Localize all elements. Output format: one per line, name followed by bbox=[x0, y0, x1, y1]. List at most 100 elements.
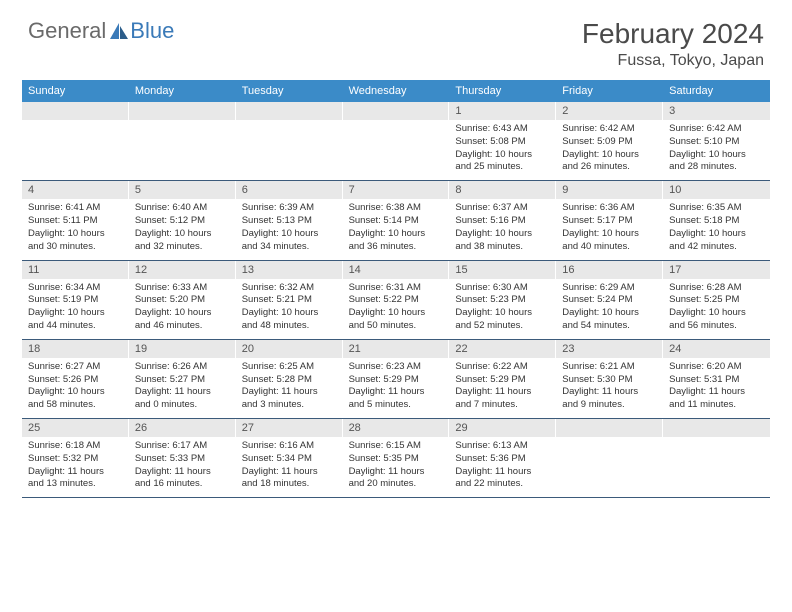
day-number: 2 bbox=[556, 102, 663, 120]
sunset-text: Sunset: 5:25 PM bbox=[669, 294, 764, 307]
day-cell: Sunrise: 6:16 AMSunset: 5:34 PMDaylight:… bbox=[236, 437, 343, 497]
day-cell: Sunrise: 6:36 AMSunset: 5:17 PMDaylight:… bbox=[556, 199, 663, 259]
sunset-text: Sunset: 5:30 PM bbox=[562, 374, 657, 387]
sunset-text: Sunset: 5:28 PM bbox=[242, 374, 337, 387]
day-of-week-header: Tuesday bbox=[236, 80, 343, 102]
logo-text-general: General bbox=[28, 18, 106, 44]
day-cell: Sunrise: 6:26 AMSunset: 5:27 PMDaylight:… bbox=[129, 358, 236, 418]
sunset-text: Sunset: 5:29 PM bbox=[455, 374, 550, 387]
daylight-line1: Daylight: 10 hours bbox=[669, 228, 764, 241]
day-cell bbox=[343, 120, 450, 180]
sunrise-text: Sunrise: 6:37 AM bbox=[455, 202, 550, 215]
day-cell: Sunrise: 6:13 AMSunset: 5:36 PMDaylight:… bbox=[449, 437, 556, 497]
sunrise-text: Sunrise: 6:27 AM bbox=[28, 361, 123, 374]
sunset-text: Sunset: 5:19 PM bbox=[28, 294, 123, 307]
day-number: 4 bbox=[22, 181, 129, 199]
weeks-container: 123Sunrise: 6:43 AMSunset: 5:08 PMDaylig… bbox=[22, 102, 770, 498]
day-number: 16 bbox=[556, 261, 663, 279]
sunrise-text: Sunrise: 6:33 AM bbox=[135, 282, 230, 295]
daylight-line2: and 46 minutes. bbox=[135, 320, 230, 333]
day-cell: Sunrise: 6:42 AMSunset: 5:09 PMDaylight:… bbox=[556, 120, 663, 180]
daylight-line1: Daylight: 10 hours bbox=[28, 228, 123, 241]
location: Fussa, Tokyo, Japan bbox=[582, 52, 764, 70]
day-of-week-header: Wednesday bbox=[343, 80, 450, 102]
day-cell bbox=[663, 437, 770, 497]
sunrise-text: Sunrise: 6:28 AM bbox=[669, 282, 764, 295]
day-cell: Sunrise: 6:27 AMSunset: 5:26 PMDaylight:… bbox=[22, 358, 129, 418]
day-number: 12 bbox=[129, 261, 236, 279]
daylight-line2: and 36 minutes. bbox=[349, 241, 444, 254]
sunset-text: Sunset: 5:21 PM bbox=[242, 294, 337, 307]
day-number bbox=[22, 102, 129, 120]
sunset-text: Sunset: 5:26 PM bbox=[28, 374, 123, 387]
sail-icon bbox=[108, 21, 130, 41]
day-cell: Sunrise: 6:15 AMSunset: 5:35 PMDaylight:… bbox=[343, 437, 450, 497]
day-number bbox=[129, 102, 236, 120]
day-number: 18 bbox=[22, 340, 129, 358]
day-of-week-row: SundayMondayTuesdayWednesdayThursdayFrid… bbox=[22, 80, 770, 102]
sunset-text: Sunset: 5:22 PM bbox=[349, 294, 444, 307]
sunset-text: Sunset: 5:29 PM bbox=[349, 374, 444, 387]
day-cell: Sunrise: 6:37 AMSunset: 5:16 PMDaylight:… bbox=[449, 199, 556, 259]
daylight-line1: Daylight: 10 hours bbox=[562, 228, 657, 241]
sunset-text: Sunset: 5:32 PM bbox=[28, 453, 123, 466]
sunset-text: Sunset: 5:33 PM bbox=[135, 453, 230, 466]
sunset-text: Sunset: 5:16 PM bbox=[455, 215, 550, 228]
day-cell: Sunrise: 6:41 AMSunset: 5:11 PMDaylight:… bbox=[22, 199, 129, 259]
day-number: 25 bbox=[22, 419, 129, 437]
day-cell bbox=[129, 120, 236, 180]
day-number: 15 bbox=[449, 261, 556, 279]
sunrise-text: Sunrise: 6:29 AM bbox=[562, 282, 657, 295]
day-cell: Sunrise: 6:22 AMSunset: 5:29 PMDaylight:… bbox=[449, 358, 556, 418]
sunrise-text: Sunrise: 6:41 AM bbox=[28, 202, 123, 215]
sunset-text: Sunset: 5:18 PM bbox=[669, 215, 764, 228]
day-cell: Sunrise: 6:30 AMSunset: 5:23 PMDaylight:… bbox=[449, 279, 556, 339]
daylight-line1: Daylight: 11 hours bbox=[455, 386, 550, 399]
daylight-line2: and 26 minutes. bbox=[562, 161, 657, 174]
day-of-week-header: Friday bbox=[556, 80, 663, 102]
sunset-text: Sunset: 5:09 PM bbox=[562, 136, 657, 149]
week-body-row: Sunrise: 6:43 AMSunset: 5:08 PMDaylight:… bbox=[22, 120, 770, 181]
sunrise-text: Sunrise: 6:13 AM bbox=[455, 440, 550, 453]
day-number: 14 bbox=[343, 261, 450, 279]
day-cell bbox=[236, 120, 343, 180]
day-cell bbox=[22, 120, 129, 180]
day-number: 24 bbox=[663, 340, 770, 358]
page-header: General Blue February 2024 Fussa, Tokyo,… bbox=[0, 0, 792, 80]
day-cell: Sunrise: 6:18 AMSunset: 5:32 PMDaylight:… bbox=[22, 437, 129, 497]
day-number: 29 bbox=[449, 419, 556, 437]
day-cell: Sunrise: 6:42 AMSunset: 5:10 PMDaylight:… bbox=[663, 120, 770, 180]
daylight-line2: and 18 minutes. bbox=[242, 478, 337, 491]
day-cell bbox=[556, 437, 663, 497]
daylight-line2: and 52 minutes. bbox=[455, 320, 550, 333]
day-number: 5 bbox=[129, 181, 236, 199]
daylight-line2: and 40 minutes. bbox=[562, 241, 657, 254]
day-number: 7 bbox=[343, 181, 450, 199]
daylight-line2: and 32 minutes. bbox=[135, 241, 230, 254]
sunset-text: Sunset: 5:08 PM bbox=[455, 136, 550, 149]
daylight-line1: Daylight: 10 hours bbox=[349, 307, 444, 320]
day-cell: Sunrise: 6:35 AMSunset: 5:18 PMDaylight:… bbox=[663, 199, 770, 259]
sunset-text: Sunset: 5:31 PM bbox=[669, 374, 764, 387]
daylight-line1: Daylight: 11 hours bbox=[28, 466, 123, 479]
day-of-week-header: Saturday bbox=[663, 80, 770, 102]
daylight-line2: and 20 minutes. bbox=[349, 478, 444, 491]
daylight-line1: Daylight: 11 hours bbox=[135, 386, 230, 399]
day-number bbox=[663, 419, 770, 437]
daylight-line1: Daylight: 11 hours bbox=[242, 466, 337, 479]
day-number: 23 bbox=[556, 340, 663, 358]
sunset-text: Sunset: 5:10 PM bbox=[669, 136, 764, 149]
sunrise-text: Sunrise: 6:15 AM bbox=[349, 440, 444, 453]
daylight-line1: Daylight: 10 hours bbox=[135, 228, 230, 241]
month-title: February 2024 bbox=[582, 18, 764, 50]
daylight-line1: Daylight: 10 hours bbox=[669, 149, 764, 162]
sunrise-text: Sunrise: 6:23 AM bbox=[349, 361, 444, 374]
daylight-line1: Daylight: 11 hours bbox=[349, 466, 444, 479]
calendar: SundayMondayTuesdayWednesdayThursdayFrid… bbox=[0, 80, 792, 498]
sunrise-text: Sunrise: 6:31 AM bbox=[349, 282, 444, 295]
day-cell: Sunrise: 6:28 AMSunset: 5:25 PMDaylight:… bbox=[663, 279, 770, 339]
day-of-week-header: Thursday bbox=[449, 80, 556, 102]
day-number bbox=[343, 102, 450, 120]
sunset-text: Sunset: 5:34 PM bbox=[242, 453, 337, 466]
daylight-line2: and 38 minutes. bbox=[455, 241, 550, 254]
